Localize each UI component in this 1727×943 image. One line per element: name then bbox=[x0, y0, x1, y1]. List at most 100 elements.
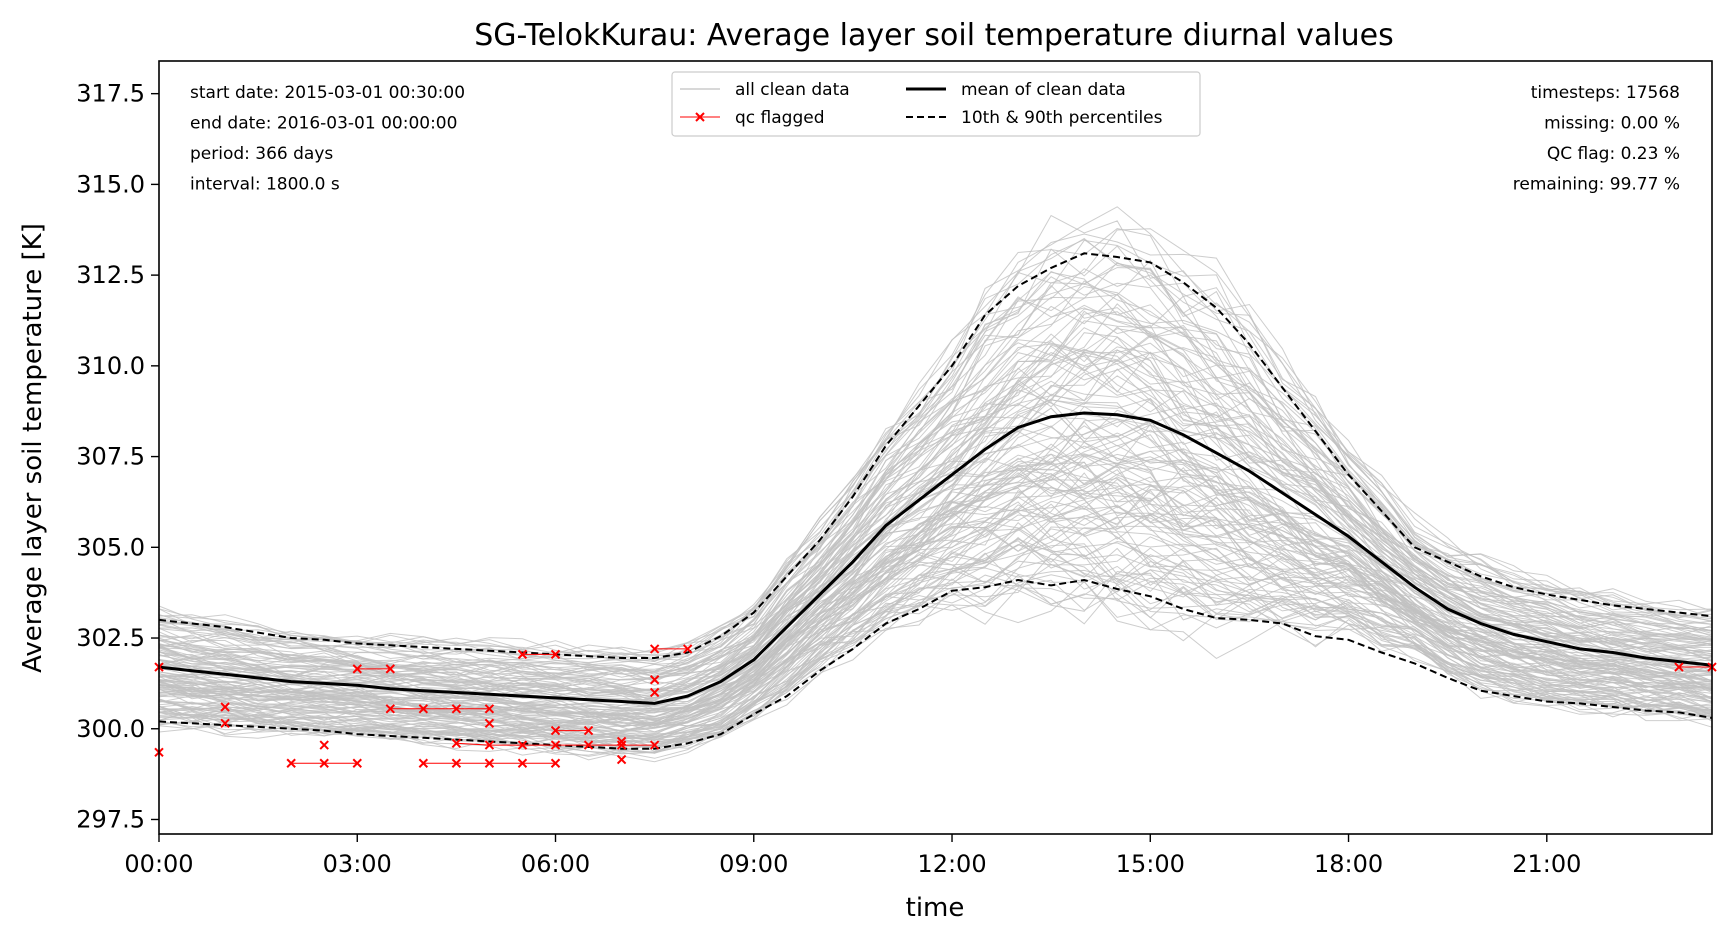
qc-flagged-marker bbox=[385, 704, 396, 714]
clean-data-line bbox=[158, 228, 1713, 660]
qc-flagged-marker bbox=[484, 740, 495, 750]
clean-data-line bbox=[158, 310, 1713, 685]
clean-data-line bbox=[158, 424, 1713, 716]
clean-data-line bbox=[158, 486, 1713, 738]
x-tick-label: 03:00 bbox=[323, 850, 392, 878]
qc-flagged-marker bbox=[616, 740, 627, 750]
x-axis-label: time bbox=[906, 893, 965, 923]
clean-data-line bbox=[158, 401, 1713, 712]
qc-flagged-marker bbox=[1674, 662, 1684, 672]
y-tick-label: 300.0 bbox=[76, 715, 145, 743]
qc-flagged-marker bbox=[484, 758, 495, 768]
qc-flagged-marker bbox=[451, 704, 462, 714]
clean-data-line bbox=[158, 459, 1713, 724]
legend-label-all-clean-data: all clean data bbox=[735, 80, 850, 100]
legend-label-mean: mean of clean data bbox=[961, 80, 1126, 100]
info-left-line: end date: 2016-03-01 00:00:00 bbox=[190, 114, 457, 134]
clean-data-line bbox=[158, 504, 1713, 734]
clean-data-line bbox=[158, 414, 1713, 712]
legend-marker-qc-flagged bbox=[695, 112, 705, 122]
info-right-block: timesteps: 17568 missing: 0.00 % QC flag: … bbox=[1513, 83, 1680, 195]
info-right-line: timesteps: 17568 bbox=[1531, 83, 1680, 103]
qc-flagged-marker bbox=[319, 740, 329, 750]
y-tick-label: 297.5 bbox=[76, 805, 145, 833]
x-tick-label: 00:00 bbox=[124, 850, 193, 878]
qc-flagged-marker bbox=[649, 687, 660, 698]
x-tick-label: 15:00 bbox=[1116, 850, 1185, 878]
qc-flagged-marker bbox=[352, 758, 362, 768]
x-tick-label: 21:00 bbox=[1512, 850, 1581, 878]
qc-flagged-marker bbox=[550, 758, 561, 768]
clean-data-line bbox=[158, 418, 1713, 713]
clean-data-line bbox=[158, 555, 1713, 749]
clean-data-lines bbox=[158, 206, 1713, 763]
x-axis-ticks: 00:00 03:00 06:00 09:00 12:00 15:00 18:00 21:00 bbox=[124, 834, 1581, 878]
y-tick-label: 312.5 bbox=[76, 261, 145, 289]
x-tick-label: 18:00 bbox=[1314, 850, 1383, 878]
clean-data-line bbox=[158, 393, 1713, 711]
clean-data-line bbox=[158, 206, 1713, 654]
clean-data-line bbox=[158, 239, 1713, 658]
qc-flagged-marker bbox=[517, 649, 528, 660]
chart-title: SG-TelokKurau: Average layer soil temper… bbox=[474, 18, 1394, 53]
info-left-line: interval: 1800.0 s bbox=[190, 175, 340, 195]
y-tick-label: 317.5 bbox=[76, 80, 145, 108]
qc-flagged-marker bbox=[385, 664, 396, 674]
qc-flagged-marker bbox=[649, 675, 660, 685]
clean-data-line bbox=[158, 327, 1713, 693]
qc-flagged-marker bbox=[352, 664, 362, 674]
legend-label-percentiles: 10th & 90th percentiles bbox=[961, 108, 1163, 128]
qc-flagged-marker bbox=[583, 740, 594, 750]
qc-flagged-marker bbox=[682, 644, 693, 654]
qc-flagged-marker bbox=[583, 725, 594, 736]
percentile-10-line bbox=[158, 578, 1713, 750]
qc-flagged-marker bbox=[649, 740, 660, 750]
clean-data-line bbox=[158, 233, 1713, 656]
y-tick-label: 307.5 bbox=[76, 443, 145, 471]
qc-flagged-marker bbox=[649, 644, 660, 654]
qc-flagged-marker bbox=[517, 758, 528, 768]
info-right-line: remaining: 99.77 % bbox=[1513, 175, 1680, 195]
qc-flagged-marker bbox=[484, 718, 495, 729]
qc-flagged-marker bbox=[286, 758, 296, 768]
clean-data-line bbox=[158, 407, 1713, 716]
y-tick-label: 302.5 bbox=[76, 624, 145, 652]
qc-flagged-segment bbox=[456, 742, 490, 746]
y-axis-label: Average layer soil temperature [K] bbox=[18, 223, 48, 673]
qc-flagged-marker bbox=[616, 736, 627, 747]
y-axis-ticks: 297.5 300.0 302.5 305.0 307.5 310.0 312.5 315.0… bbox=[76, 80, 159, 833]
qc-flagged-marker bbox=[319, 758, 329, 768]
clean-data-line bbox=[158, 304, 1713, 677]
series-lines bbox=[158, 252, 1713, 750]
clean-data-line bbox=[158, 578, 1713, 763]
clean-data-line bbox=[158, 293, 1713, 680]
clean-data-line bbox=[158, 547, 1713, 745]
chart-legend: all clean data qc flagged mean of clean … bbox=[671, 71, 1201, 137]
clean-data-line bbox=[158, 455, 1713, 722]
clean-data-line bbox=[158, 245, 1713, 666]
qc-flagged-marker bbox=[550, 740, 561, 750]
clean-data-line bbox=[158, 540, 1713, 749]
mean-line bbox=[158, 411, 1713, 705]
qc-flagged-marker bbox=[484, 704, 495, 714]
qc-flagged-marker bbox=[517, 740, 528, 750]
clean-data-line bbox=[158, 492, 1713, 733]
qc-flagged-marker bbox=[451, 758, 462, 768]
clean-data-line bbox=[158, 477, 1713, 732]
clean-data-line bbox=[158, 261, 1713, 675]
clean-data-line bbox=[158, 511, 1713, 738]
info-right-line: missing: 0.00 % bbox=[1544, 114, 1680, 134]
legend-label-qc-flagged: qc flagged bbox=[735, 108, 825, 128]
clean-data-line bbox=[158, 375, 1713, 699]
qc-flagged-markers bbox=[154, 644, 1717, 768]
x-tick-label: 12:00 bbox=[917, 850, 986, 878]
clean-data-line bbox=[158, 587, 1713, 761]
y-tick-label: 315.0 bbox=[76, 170, 145, 198]
x-tick-label: 09:00 bbox=[719, 850, 788, 878]
clean-data-line bbox=[158, 368, 1713, 703]
clean-data-line bbox=[158, 526, 1713, 742]
legend-box bbox=[671, 71, 1201, 137]
clean-data-line bbox=[158, 348, 1713, 698]
